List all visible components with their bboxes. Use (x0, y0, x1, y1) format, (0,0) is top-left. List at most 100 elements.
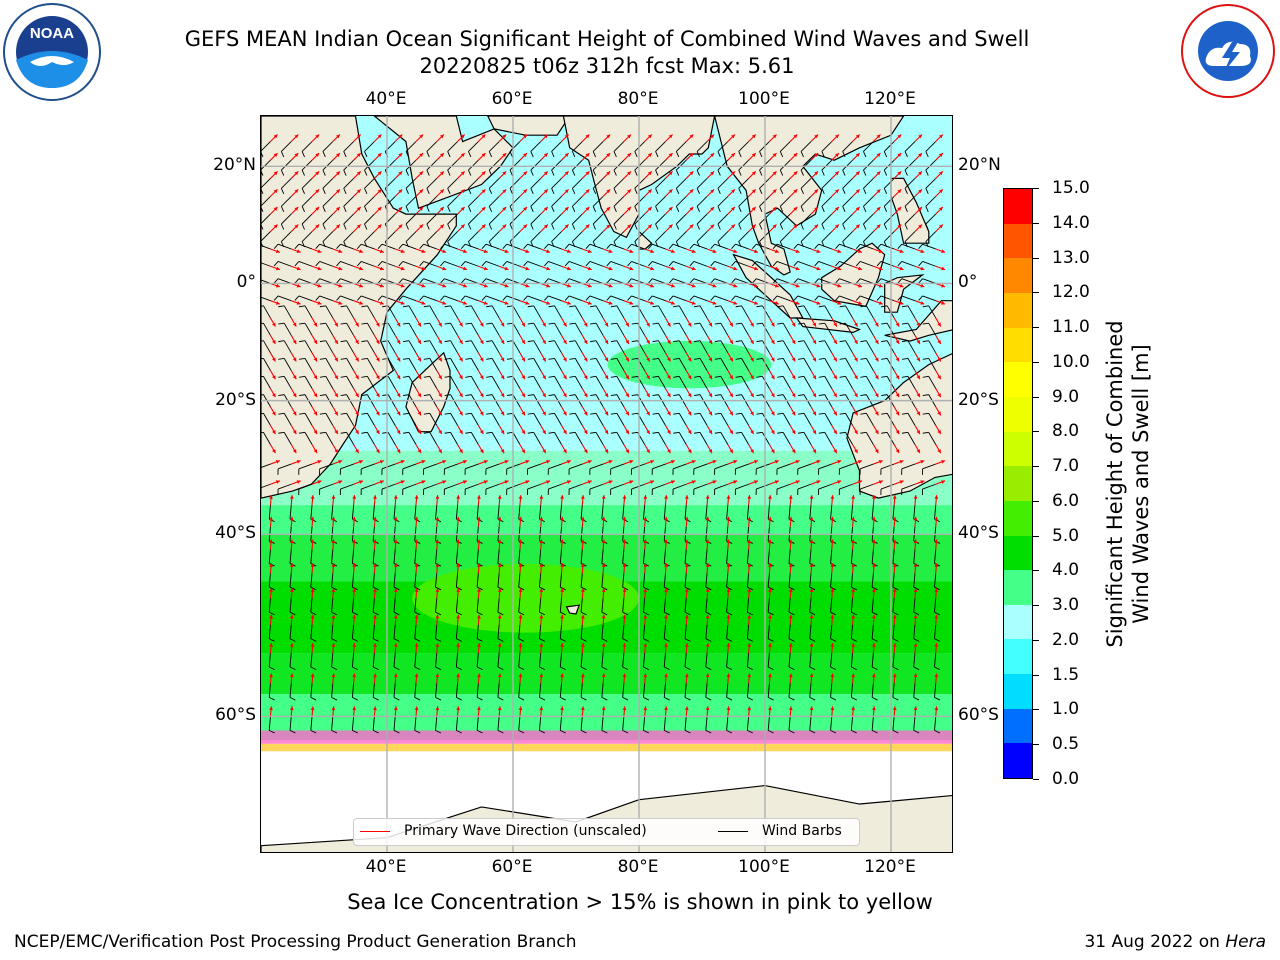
wind-barb (782, 358, 791, 371)
wave-direction-arrowhead (726, 516, 731, 521)
wind-barb (277, 261, 292, 267)
wind-barb (616, 340, 625, 354)
wind-barb (381, 278, 396, 284)
wave-direction-arrowhead (670, 480, 675, 484)
wave-direction-arrowhead (809, 643, 814, 647)
wave-direction-arrowhead (377, 134, 382, 139)
wind-barb (455, 598, 459, 613)
lat-tick-right: 0° (958, 272, 978, 293)
wave-direction-arrowhead (585, 189, 590, 194)
wind-barb-flag (488, 151, 493, 158)
wind-barb (387, 413, 396, 426)
wind-barb-flag (294, 278, 300, 284)
wave-direction-arrowhead (359, 283, 364, 288)
wave-direction-arrowhead (313, 430, 318, 435)
wind-barb (830, 624, 833, 639)
wind-barb-flag (759, 223, 763, 230)
wind-barb (361, 463, 375, 470)
wind-barb-flag (814, 278, 819, 284)
wind-barb (892, 598, 895, 613)
wind-barb-flag (913, 611, 920, 616)
wave-direction-arrowhead (587, 266, 592, 271)
wave-direction-arrowhead (435, 563, 440, 567)
wind-barb (616, 358, 625, 371)
wind-barb-flag (705, 586, 712, 591)
wave-direction-arrowhead (440, 171, 444, 176)
lon-tick-top: 100°E (738, 89, 790, 109)
wind-barb-flag (694, 431, 701, 434)
wind-barb (450, 305, 458, 319)
wind-barb-flag (319, 375, 326, 378)
wind-barb (568, 295, 583, 302)
wind-barb (387, 340, 396, 354)
wave-direction-arrowhead (583, 393, 588, 398)
wind-barb (364, 196, 375, 207)
wave-direction-arrowhead (440, 189, 444, 194)
wave-direction-arrowhead (941, 266, 946, 271)
wind-barb-flag (710, 278, 716, 284)
wave-direction-arrowhead (855, 189, 860, 194)
wave-direction-arrowhead (750, 339, 754, 344)
wind-barb (580, 549, 583, 564)
wave-direction-arrowhead (625, 449, 629, 454)
wind-barb-flag (592, 206, 597, 212)
wave-direction-arrowhead (934, 516, 939, 521)
wind-barb-flag (571, 206, 576, 212)
wave-direction-arrowhead (438, 449, 442, 454)
wave-direction-arrowhead (393, 516, 398, 521)
wave-direction-arrowhead (705, 643, 710, 647)
wind-barb-flag (901, 305, 909, 308)
wave-direction-arrowhead (400, 480, 405, 484)
wind-barb (601, 505, 604, 520)
wind-barb-flag (398, 295, 404, 301)
wind-barb (779, 213, 791, 225)
wind-barb-flag (301, 223, 305, 230)
lat-tick-right: 20°N (958, 155, 1001, 176)
wind-barb-flag (913, 638, 920, 642)
map-panel[interactable] (260, 115, 953, 853)
wave-direction-arrowhead (664, 673, 668, 678)
wind-barb (762, 305, 770, 319)
wave-direction-arrowhead (296, 249, 301, 253)
wave-max-area (412, 563, 639, 633)
wind-barb (283, 432, 292, 445)
wind-barb-flag (797, 340, 805, 343)
wave-direction-arrowhead (442, 301, 447, 305)
wave-direction-arrowhead (770, 322, 775, 327)
wave-direction-arrowhead (795, 249, 800, 253)
wind-barb (776, 483, 791, 490)
wind-barb (652, 483, 666, 490)
wind-barb (387, 305, 396, 319)
wave-direction-arrowhead (435, 706, 440, 711)
wave-direction-arrowhead (359, 460, 364, 464)
wind-barb (488, 231, 500, 242)
wind-barb (268, 683, 271, 698)
wave-direction-arrowhead (667, 322, 671, 327)
wind-barb (788, 505, 791, 520)
wind-barb-flag (340, 375, 347, 378)
colorbar-tick (1033, 570, 1039, 572)
colorbar-title-line2: Wind Waves and Swell [m] (1129, 344, 1153, 624)
wind-barb-flag (777, 375, 784, 378)
wave-direction-arrowhead (560, 643, 564, 647)
wind-barb (622, 598, 625, 613)
wave-direction-arrowhead (814, 153, 819, 157)
wave-direction-arrowhead (937, 393, 941, 398)
wind-barb (883, 159, 895, 171)
wind-barb (485, 278, 500, 284)
wave-direction-arrowhead (670, 301, 675, 305)
wind-barb-flag (548, 412, 555, 415)
wind-barb-flag (881, 431, 888, 434)
wind-barb-flag (717, 188, 721, 195)
wave-direction-arrowhead (627, 207, 631, 211)
wave-direction-arrowhead (687, 375, 692, 380)
wind-barb-flag (613, 223, 617, 230)
wind-barb-flag (610, 357, 617, 360)
wave-direction-arrowhead (809, 563, 814, 567)
wind-barb-flag (668, 295, 674, 301)
wind-barb (726, 653, 729, 668)
wind-barb (672, 243, 687, 250)
wind-barb-flag (539, 586, 546, 591)
wave-direction-arrowhead (938, 207, 943, 211)
wave-direction-arrowhead (892, 614, 897, 619)
